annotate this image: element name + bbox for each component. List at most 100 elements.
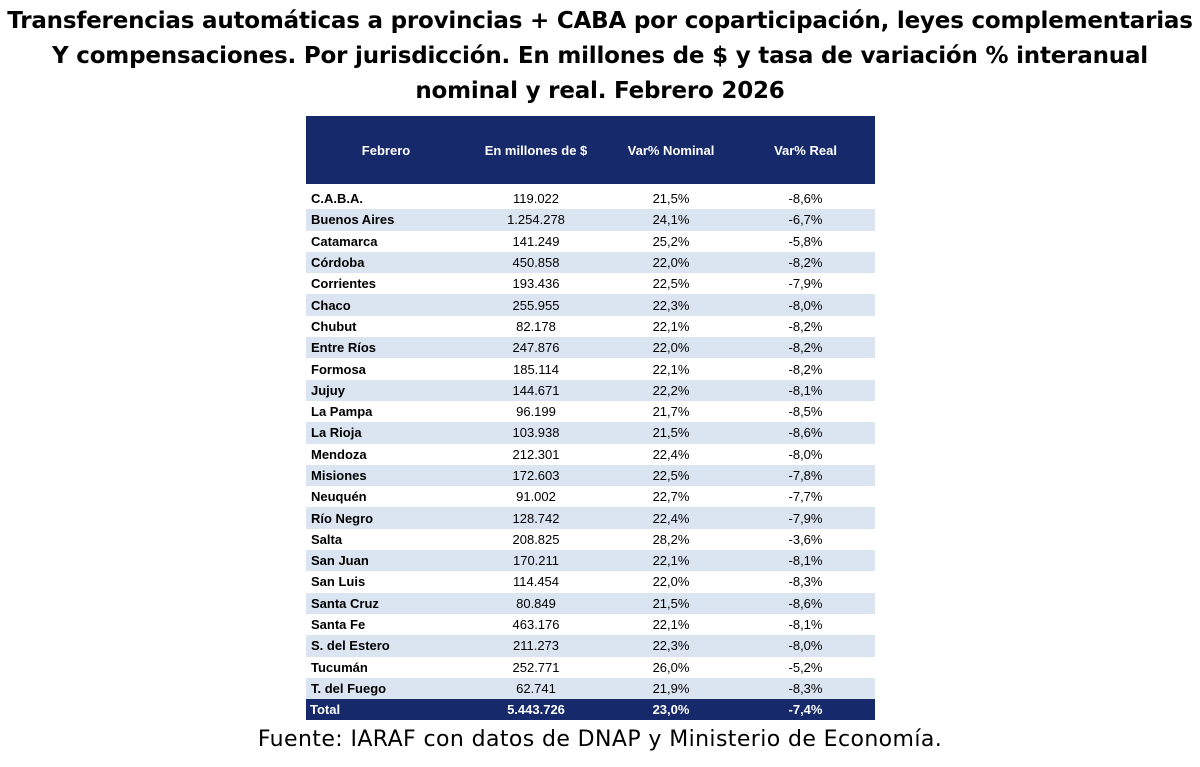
var-real-cell: -8,1%: [736, 613, 875, 636]
column-header-millones: En millones de $: [466, 116, 606, 184]
jurisdiction-cell: Catamarca: [306, 230, 466, 252]
var-nominal-cell: 22,1%: [606, 613, 736, 636]
jurisdiction-cell: Corrientes: [306, 273, 466, 295]
var-real-cell: -8,6%: [736, 188, 875, 210]
var-nominal-cell: 22,0%: [606, 571, 736, 593]
jurisdiction-cell: Mendoza: [306, 443, 466, 465]
millones-cell: 450.858: [466, 251, 606, 274]
millones-cell: 193.436: [466, 273, 606, 295]
var-nominal-cell: 22,0%: [606, 251, 736, 274]
millones-cell: 247.876: [466, 337, 606, 359]
jurisdiction-cell: Neuquén: [306, 486, 466, 508]
jurisdiction-cell: T. del Fuego: [306, 677, 466, 700]
millones-cell: 96.199: [466, 400, 606, 423]
jurisdiction-cell: Buenos Aires: [306, 209, 466, 231]
var-real-cell: -8,2%: [736, 251, 875, 274]
jurisdiction-cell: Córdoba: [306, 251, 466, 274]
millones-cell: 144.671: [466, 379, 606, 401]
var-real-cell: -7,8%: [736, 464, 875, 487]
millones-cell: 114.454: [466, 571, 606, 593]
var-real-cell: -8,6%: [736, 592, 875, 614]
jurisdiction-cell: Jujuy: [306, 379, 466, 401]
var-nominal-cell: 22,1%: [606, 315, 736, 338]
column-header-febrero: Febrero: [306, 116, 466, 184]
table-row: Misiones 172.603 22,5% -7,8%: [306, 464, 875, 487]
jurisdiction-cell: Chaco: [306, 294, 466, 316]
var-real-cell: -5,2%: [736, 656, 875, 678]
table-row: Entre Ríos 247.876 22,0% -8,2%: [306, 337, 875, 359]
table-row: Formosa 185.114 22,1% -8,2%: [306, 358, 875, 380]
table-row: Buenos Aires 1.254.278 24,1% -6,7%: [306, 209, 875, 231]
jurisdiction-cell: Río Negro: [306, 507, 466, 529]
table-row: Tucumán 252.771 26,0% -5,2%: [306, 656, 875, 678]
table-row: San Luis 114.454 22,0% -8,3%: [306, 571, 875, 593]
millones-cell: 252.771: [466, 656, 606, 678]
var-nominal-cell: 22,0%: [606, 337, 736, 359]
millones-cell: 212.301: [466, 443, 606, 465]
var-nominal-cell: 22,4%: [606, 507, 736, 529]
var-nominal-cell: 22,1%: [606, 550, 736, 572]
table-header: Febrero En millones de $ Var% Nominal Va…: [306, 116, 875, 184]
jurisdiction-cell: San Luis: [306, 571, 466, 593]
millones-cell: 172.603: [466, 464, 606, 487]
table-row: Chubut 82.178 22,1% -8,2%: [306, 315, 875, 338]
millones-cell: 208.825: [466, 528, 606, 551]
millones-cell: 82.178: [466, 315, 606, 338]
total-var-real: -7,4%: [736, 699, 875, 721]
var-real-cell: -8,1%: [736, 550, 875, 572]
var-real-cell: -8,3%: [736, 571, 875, 593]
table-row: S. del Estero 211.273 22,3% -8,0%: [306, 635, 875, 657]
var-real-cell: -8,1%: [736, 379, 875, 401]
millones-cell: 211.273: [466, 635, 606, 657]
var-real-cell: -7,9%: [736, 273, 875, 295]
millones-cell: 80.849: [466, 592, 606, 614]
var-nominal-cell: 22,3%: [606, 635, 736, 657]
table-row: Neuquén 91.002 22,7% -7,7%: [306, 486, 875, 508]
jurisdiction-cell: Tucumán: [306, 656, 466, 678]
var-nominal-cell: 28,2%: [606, 528, 736, 551]
table-row: Mendoza 212.301 22,4% -8,0%: [306, 443, 875, 465]
jurisdiction-cell: C.A.B.A.: [306, 188, 466, 210]
column-header-var-nominal: Var% Nominal: [606, 116, 736, 184]
jurisdiction-cell: Salta: [306, 528, 466, 551]
millones-cell: 91.002: [466, 486, 606, 508]
title-line-2: Y compensaciones. Por jurisdicción. En m…: [52, 43, 1148, 69]
total-label: Total: [306, 699, 466, 721]
title-line-3: nominal y real. Febrero 2026: [415, 78, 785, 104]
header-gap: [306, 184, 875, 188]
var-real-cell: -6,7%: [736, 209, 875, 231]
millones-cell: 141.249: [466, 230, 606, 252]
var-nominal-cell: 21,5%: [606, 592, 736, 614]
var-real-cell: -7,7%: [736, 486, 875, 508]
chart-title: Transferencias automáticas a provincias …: [0, 4, 1200, 109]
var-nominal-cell: 22,5%: [606, 273, 736, 295]
millones-cell: 119.022: [466, 188, 606, 210]
table-row: Salta 208.825 28,2% -3,6%: [306, 528, 875, 551]
source-note: Fuente: IARAF con datos de DNAP y Minist…: [257, 727, 943, 752]
var-nominal-cell: 22,3%: [606, 294, 736, 316]
data-table: Febrero En millones de $ Var% Nominal Va…: [306, 116, 875, 721]
millones-cell: 62.741: [466, 677, 606, 700]
table-row: Santa Fe 463.176 22,1% -8,1%: [306, 613, 875, 636]
jurisdiction-cell: Chubut: [306, 315, 466, 338]
total-var-nominal: 23,0%: [606, 699, 736, 721]
jurisdiction-cell: Entre Ríos: [306, 337, 466, 359]
table-row: Córdoba 450.858 22,0% -8,2%: [306, 251, 875, 274]
table-row: La Pampa 96.199 21,7% -8,5%: [306, 400, 875, 423]
table-row: San Juan 170.211 22,1% -8,1%: [306, 550, 875, 572]
millones-cell: 185.114: [466, 358, 606, 380]
jurisdiction-cell: La Pampa: [306, 400, 466, 423]
var-nominal-cell: 22,5%: [606, 464, 736, 487]
var-nominal-cell: 22,7%: [606, 486, 736, 508]
millones-cell: 128.742: [466, 507, 606, 529]
column-header-var-real: Var% Real: [736, 116, 875, 184]
jurisdiction-cell: Santa Fe: [306, 613, 466, 636]
var-nominal-cell: 21,5%: [606, 422, 736, 444]
jurisdiction-cell: Misiones: [306, 464, 466, 487]
data-table-container: Febrero En millones de $ Var% Nominal Va…: [306, 116, 875, 721]
total-row: Total 5.443.726 23,0% -7,4%: [306, 699, 875, 721]
jurisdiction-cell: S. del Estero: [306, 635, 466, 657]
var-nominal-cell: 24,1%: [606, 209, 736, 231]
total-millones: 5.443.726: [466, 699, 606, 721]
jurisdiction-cell: Formosa: [306, 358, 466, 380]
